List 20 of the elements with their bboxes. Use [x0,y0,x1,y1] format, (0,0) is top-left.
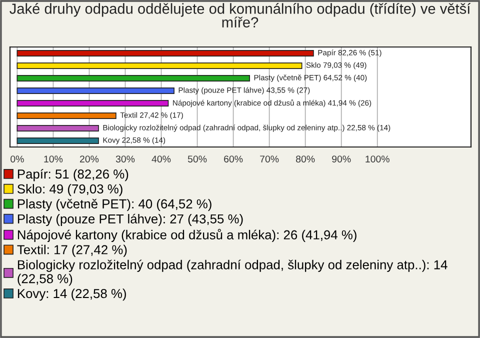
legend-label: Plasty (včetně PET): 40 (64,52 %) [18,198,212,211]
legend-label: Textil: 17 (27,42 %) [17,244,127,257]
legend-label: Biologicky rozložitelný odpad (zahradní odpad, šlupky od zeleniny atp..): 14 (22,58 %) [18,260,448,286]
x-tick-label: 10% [44,156,63,162]
x-tick-label: 90% [332,156,351,162]
x-tick-label: 20% [80,156,99,162]
legend-label: Kovy: 14 (22,58 %) [18,288,126,301]
chart-title: Jaké druhy odpadu oddělujete od komunálního odpadu (třídíte) ve větší míře? [10,3,471,28]
x-tick-label: 40% [152,156,171,162]
legend-label: Plasty (pouze PET láhve): 27 (43,55 %) [18,214,243,226]
x-tick-label: 30% [116,156,135,162]
legend-label: Papír: 51 (82,26 %) [18,169,128,182]
legend-label: Sklo: 49 (79,03 %) [18,184,122,196]
x-tick-label: 60% [224,156,243,162]
x-tick-label: 80% [296,156,315,162]
x-tick-label: 70% [260,156,279,162]
legend-label: Nápojové kartony (krabice od džusů a mléka): 26 (41,94 %) [18,228,356,242]
x-tick-label: 100% [366,156,390,162]
x-tick-label: 50% [188,156,207,162]
x-tick-label: 0% [10,156,24,162]
